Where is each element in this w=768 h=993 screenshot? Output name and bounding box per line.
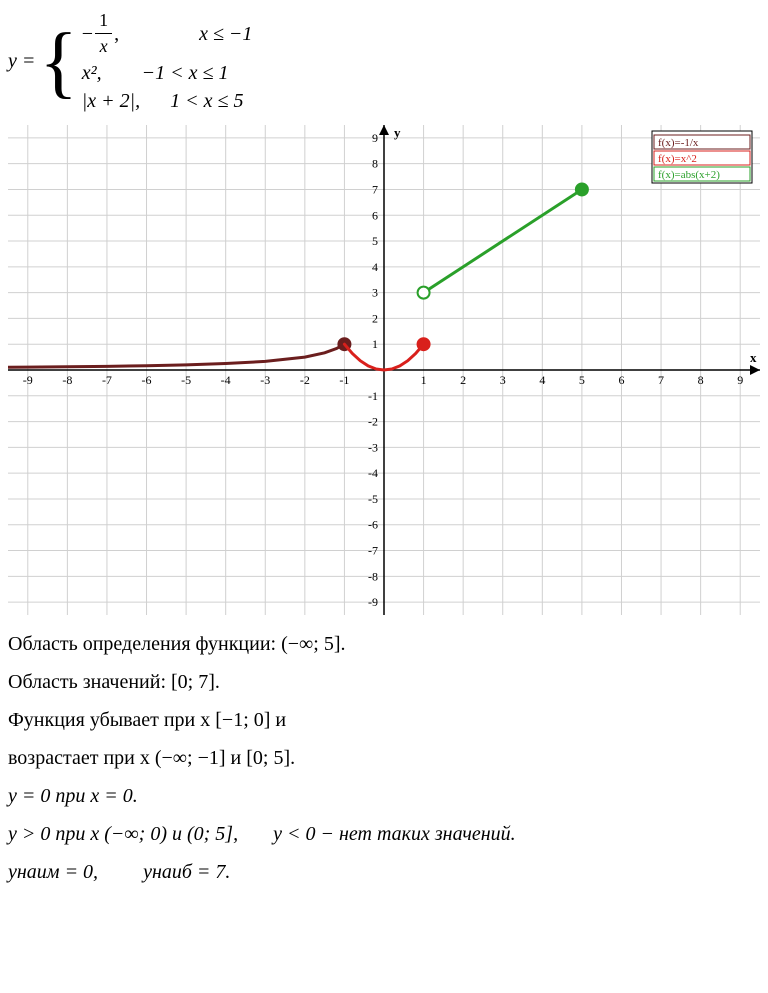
svg-text:2: 2 (372, 312, 378, 326)
numerator: 1 (95, 8, 112, 34)
svg-text:-2: -2 (300, 373, 310, 387)
decrease-line: Функция убывает при x [−1; 0] и (8, 701, 760, 739)
svg-text:-1: -1 (368, 389, 378, 403)
svg-text:-1: -1 (339, 373, 349, 387)
case-1-cond: x ≤ −1 (199, 20, 252, 48)
svg-text:1: 1 (421, 373, 427, 387)
denominator: x (96, 34, 112, 59)
svg-text:y: y (394, 125, 401, 140)
svg-text:-3: -3 (260, 373, 270, 387)
case-3: |x + 2|, 1 < x ≤ 5 (82, 87, 253, 115)
case-2-expr: x², (82, 59, 102, 87)
svg-text:1: 1 (372, 338, 378, 352)
svg-text:f(x)=-1/x: f(x)=-1/x (658, 137, 699, 149)
increase-line: возрастает при x (−∞; −1] и [0; 5]. (8, 739, 760, 777)
svg-text:-6: -6 (142, 373, 152, 387)
svg-text:-6: -6 (368, 518, 378, 532)
svg-text:6: 6 (618, 373, 624, 387)
domain-value: (−∞; 5]. (281, 633, 345, 655)
svg-text:3: 3 (372, 286, 378, 300)
extrema-line: yнаим = 0, yнаиб = 7. (8, 853, 760, 891)
decrease-text: Функция убывает при x [−1; 0] и (8, 709, 286, 731)
svg-text:-5: -5 (181, 373, 191, 387)
increase-text: возрастает при x (−∞; −1] и [0; 5]. (8, 747, 295, 769)
svg-text:-4: -4 (221, 373, 231, 387)
domain-label: Область определения функции: (8, 633, 281, 655)
brace: { (39, 22, 77, 102)
case-2: x², −1 < x ≤ 1 (82, 59, 253, 87)
zero-text: y = 0 при x = 0. (8, 785, 138, 807)
svg-text:-7: -7 (102, 373, 112, 387)
svg-text:f(x)=abs(x+2): f(x)=abs(x+2) (658, 169, 720, 181)
case-3-cond: 1 < x ≤ 5 (170, 87, 243, 115)
domain-line: Область определения функции: (−∞; 5]. (8, 625, 760, 663)
function-chart: -9 -8 -7 -6 -5 -4 -3 -2 -1 1 2 3 4 5 6 7 8 9 -9 -8 -7 -6 -5 -4 -… (8, 125, 760, 615)
svg-text:-9: -9 (23, 373, 33, 387)
range-line: Область значений: [0; 7]. (8, 663, 760, 701)
svg-text:7: 7 (658, 373, 664, 387)
svg-text:x: x (750, 350, 757, 365)
range-value: [0; 7]. (171, 671, 220, 693)
svg-text:-8: -8 (62, 373, 72, 387)
positive-text: y > 0 при x (−∞; 0) и (0; 5], (8, 823, 238, 845)
svg-text:-2: -2 (368, 415, 378, 429)
svg-text:8: 8 (372, 157, 378, 171)
svg-text:-4: -4 (368, 467, 378, 481)
sign-line: y > 0 при x (−∞; 0) и (0; 5], y < 0 − не… (8, 815, 760, 853)
svg-text:9: 9 (372, 131, 378, 145)
piecewise-formula: y = { − 1 x , x ≤ −1 x², −1 < x ≤ 1 |x +… (8, 8, 760, 115)
case-3-expr: |x + 2|, (82, 87, 140, 115)
svg-text:-5: -5 (368, 492, 378, 506)
svg-text:4: 4 (539, 373, 545, 387)
negative-text: y < 0 − нет таких значений. (273, 823, 516, 845)
svg-text:5: 5 (579, 373, 585, 387)
comma: , (114, 20, 119, 48)
svg-text:4: 4 (372, 260, 378, 274)
zero-line: y = 0 при x = 0. (8, 777, 760, 815)
svg-text:3: 3 (500, 373, 506, 387)
neg-sign: − (82, 20, 93, 48)
min-text: yнаим = 0, (8, 861, 98, 883)
svg-text:5: 5 (372, 234, 378, 248)
svg-text:6: 6 (372, 209, 378, 223)
svg-text:7: 7 (372, 183, 378, 197)
cases: − 1 x , x ≤ −1 x², −1 < x ≤ 1 |x + 2|, 1… (82, 8, 253, 115)
case-1: − 1 x , x ≤ −1 (82, 8, 253, 59)
svg-text:-8: -8 (368, 570, 378, 584)
svg-text:8: 8 (698, 373, 704, 387)
fraction: 1 x (95, 8, 112, 59)
svg-text:-3: -3 (368, 441, 378, 455)
svg-text:-7: -7 (368, 544, 378, 558)
svg-text:9: 9 (737, 373, 743, 387)
svg-text:2: 2 (460, 373, 466, 387)
analysis-text: Область определения функции: (−∞; 5]. Об… (8, 625, 760, 891)
svg-text:-9: -9 (368, 595, 378, 609)
max-text: yнаиб = 7. (143, 861, 230, 883)
chart-svg: -9 -8 -7 -6 -5 -4 -3 -2 -1 1 2 3 4 5 6 7 8 9 -9 -8 -7 -6 -5 -4 -… (8, 125, 760, 615)
lhs: y = (8, 50, 35, 73)
case-2-cond: −1 < x ≤ 1 (142, 59, 229, 87)
svg-text:f(x)=x^2: f(x)=x^2 (658, 153, 697, 165)
range-label: Область значений: (8, 671, 171, 693)
